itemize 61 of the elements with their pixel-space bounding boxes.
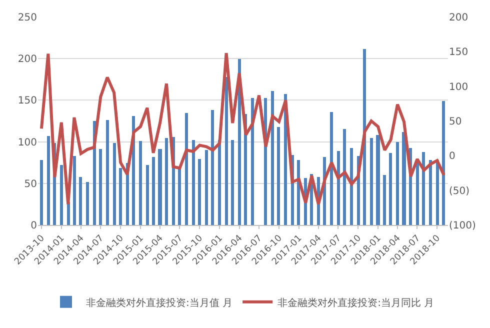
bar bbox=[113, 143, 116, 225]
bar bbox=[40, 160, 43, 225]
bar bbox=[251, 98, 254, 225]
bar bbox=[350, 148, 353, 225]
y2-tick-label: 50 bbox=[449, 116, 462, 128]
bar bbox=[146, 165, 149, 225]
bar bbox=[376, 135, 380, 225]
bar bbox=[436, 160, 439, 225]
bar bbox=[225, 77, 228, 225]
bar bbox=[277, 127, 280, 225]
bar bbox=[119, 168, 122, 225]
legend-label: 非金融类对外直接投资:当月同比 月 bbox=[278, 296, 434, 309]
y2-tick-label: 0 bbox=[449, 151, 456, 162]
y2-tick-label: (100) bbox=[449, 220, 476, 232]
bar bbox=[422, 152, 425, 225]
bar bbox=[218, 140, 221, 225]
bar bbox=[106, 120, 109, 225]
y2-tick-label: (50) bbox=[449, 186, 470, 197]
bar bbox=[297, 160, 300, 225]
y2-tick-label: 100 bbox=[449, 82, 468, 93]
y-tick-label: 50 bbox=[24, 178, 37, 190]
bar bbox=[383, 175, 386, 225]
bar bbox=[330, 112, 333, 225]
bar bbox=[363, 49, 366, 225]
bar bbox=[67, 202, 70, 225]
bar bbox=[211, 110, 214, 225]
bar bbox=[192, 140, 195, 225]
bar bbox=[370, 138, 373, 225]
bar bbox=[205, 150, 208, 225]
bar bbox=[60, 165, 63, 225]
bar bbox=[47, 136, 50, 225]
bar bbox=[165, 138, 168, 225]
bar bbox=[139, 141, 142, 225]
y-tick-label: 200 bbox=[18, 54, 37, 66]
y-tick-label: 0 bbox=[30, 220, 37, 232]
bar bbox=[402, 132, 406, 225]
bar bbox=[185, 113, 188, 225]
y-tick-label: 100 bbox=[18, 137, 37, 148]
bar bbox=[178, 168, 181, 225]
bar bbox=[99, 149, 102, 225]
y-tick-label: 150 bbox=[18, 96, 37, 107]
y2-tick-label: 150 bbox=[449, 47, 468, 58]
y2-tick-label: 200 bbox=[449, 12, 468, 24]
bar bbox=[79, 177, 82, 225]
bar bbox=[271, 91, 274, 225]
legend-label: 非金融类对外直接投资:当月值 月 bbox=[86, 296, 233, 309]
bar bbox=[343, 129, 346, 225]
y-tick-label: 250 bbox=[18, 12, 37, 24]
bar bbox=[396, 142, 399, 225]
bar bbox=[429, 160, 432, 225]
bar bbox=[389, 153, 392, 225]
bar bbox=[337, 151, 340, 225]
bar bbox=[73, 156, 76, 225]
bar bbox=[152, 157, 155, 225]
bar bbox=[86, 182, 89, 225]
bar bbox=[198, 159, 201, 225]
bar bbox=[442, 101, 445, 225]
bar bbox=[158, 149, 162, 225]
bar bbox=[416, 161, 419, 225]
line-series bbox=[40, 52, 446, 206]
bar bbox=[231, 140, 234, 225]
